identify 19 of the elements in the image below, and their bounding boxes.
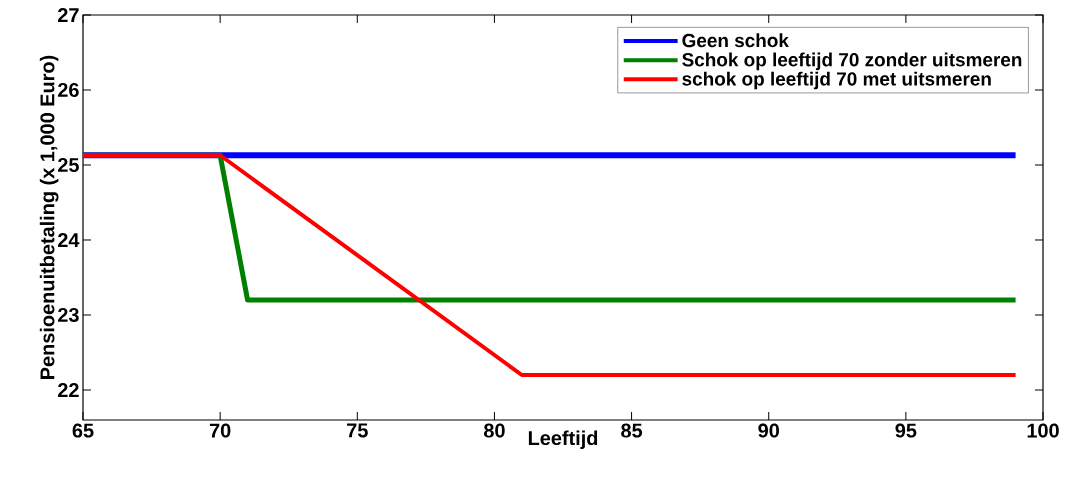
- y-axis-title: Pensioenuitbetaling (x 1,000 Euro): [39, 55, 59, 379]
- x-tick-label: 90: [758, 423, 779, 438]
- x-tick-label: 100: [1027, 423, 1059, 438]
- y-tick-label: 26: [58, 82, 79, 98]
- y-tick-label: 22: [58, 383, 79, 397]
- x-tick-label: 75: [347, 423, 368, 438]
- legend-label: Geen schok: [682, 33, 789, 48]
- y-tick-label: 25: [58, 157, 79, 173]
- x-tick-label: 85: [621, 423, 643, 438]
- y-tick-label: 24: [58, 233, 80, 247]
- legend-label: schok op leeftijd 70 met uitsmeren: [682, 71, 991, 90]
- x-axis-title: Leeftijd: [528, 430, 598, 450]
- x-tick-label: 80: [483, 423, 505, 438]
- y-tick-label: 23: [58, 307, 79, 323]
- y-tick-label: 27: [58, 8, 79, 22]
- x-tick-label: 70: [209, 423, 231, 438]
- legend-label: Schok op leeftijd 70 zonder uitsmeren: [682, 52, 1022, 71]
- x-tick-label: 95: [895, 423, 917, 438]
- x-tick-label: 65: [72, 423, 94, 438]
